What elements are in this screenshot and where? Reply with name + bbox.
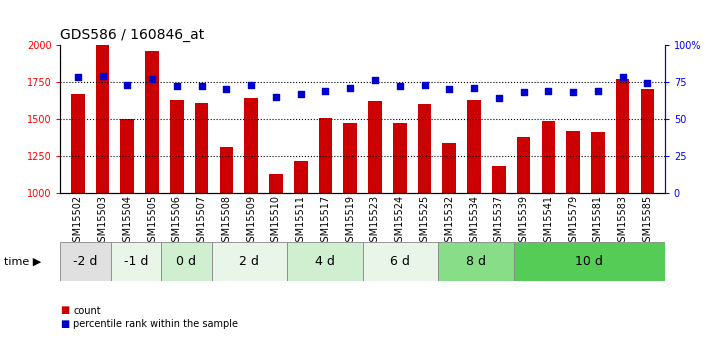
Text: 2 d: 2 d <box>240 255 260 268</box>
Bar <box>393 123 407 193</box>
Point <box>567 90 579 95</box>
Text: ■: ■ <box>60 306 70 315</box>
Point <box>345 85 356 91</box>
Point <box>72 75 83 80</box>
Bar <box>145 51 159 193</box>
Point <box>146 76 158 82</box>
Bar <box>467 100 481 193</box>
Text: GDS586 / 160846_at: GDS586 / 160846_at <box>60 28 205 42</box>
Text: time ▶: time ▶ <box>4 256 41 266</box>
Point <box>493 96 505 101</box>
Bar <box>438 241 514 281</box>
Point <box>171 83 183 89</box>
Bar <box>567 131 580 193</box>
Bar <box>212 241 287 281</box>
Point <box>369 78 380 83</box>
Bar <box>170 100 183 193</box>
Point <box>295 91 306 97</box>
Text: ■: ■ <box>60 319 70 329</box>
Text: 0 d: 0 d <box>176 255 196 268</box>
Bar <box>542 120 555 193</box>
Text: 10 d: 10 d <box>575 255 603 268</box>
Text: 6 d: 6 d <box>390 255 410 268</box>
Bar <box>96 45 109 193</box>
Bar <box>418 104 432 193</box>
Text: -1 d: -1 d <box>124 255 148 268</box>
Bar <box>492 166 506 193</box>
Point <box>642 81 653 86</box>
Point <box>220 87 232 92</box>
Bar <box>245 98 258 193</box>
Point <box>245 82 257 88</box>
Bar <box>343 124 357 193</box>
Point <box>444 87 455 92</box>
Text: 4 d: 4 d <box>315 255 335 268</box>
Text: -2 d: -2 d <box>73 255 98 268</box>
Point <box>518 90 529 95</box>
Bar <box>60 241 111 281</box>
Bar <box>641 89 654 193</box>
Bar <box>294 160 307 193</box>
Bar <box>120 119 134 193</box>
Bar <box>616 79 629 193</box>
Bar <box>517 137 530 193</box>
Bar <box>111 241 161 281</box>
Bar <box>514 241 665 281</box>
Bar <box>319 118 332 193</box>
Point <box>97 73 108 79</box>
Bar <box>195 103 208 193</box>
Text: percentile rank within the sample: percentile rank within the sample <box>73 319 238 329</box>
Bar <box>368 101 382 193</box>
Point <box>320 88 331 93</box>
Point <box>617 75 629 80</box>
Point <box>270 94 282 99</box>
Text: 8 d: 8 d <box>466 255 486 268</box>
Point <box>469 85 480 91</box>
Bar <box>591 132 605 193</box>
Bar <box>442 143 456 193</box>
Point <box>419 82 430 88</box>
Bar <box>269 174 283 193</box>
Point <box>542 88 554 93</box>
Point <box>122 82 133 88</box>
Text: count: count <box>73 306 101 315</box>
Bar <box>363 241 438 281</box>
Point <box>394 83 405 89</box>
Bar <box>71 94 85 193</box>
Bar <box>220 147 233 193</box>
Point <box>196 83 208 89</box>
Bar <box>161 241 212 281</box>
Bar <box>287 241 363 281</box>
Point <box>592 88 604 93</box>
